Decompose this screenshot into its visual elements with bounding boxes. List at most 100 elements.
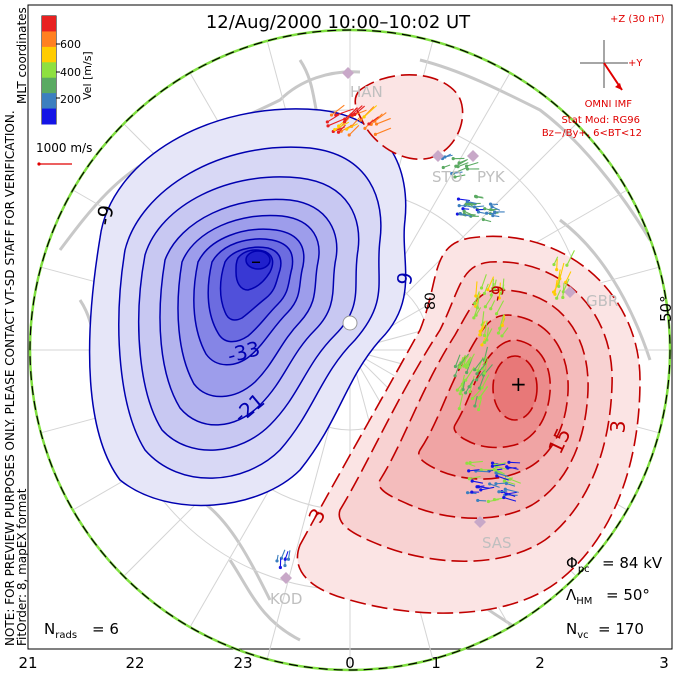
radar-label-gbr: GBR: [586, 292, 618, 310]
mlt-tick-3: 3: [659, 654, 669, 672]
hm-boundary-black: [29, 29, 671, 671]
colorbar-segment: [42, 31, 56, 48]
velocity-vectors: [275, 104, 575, 570]
velocity-vector: [481, 335, 487, 346]
velocity-vector: [351, 117, 360, 127]
velocity-vector: [476, 368, 487, 381]
stats: Φpc = 84 kV ΛHM = 50° Nvc = 170 Nrads = …: [44, 554, 663, 641]
radar-label-sas: SAS: [482, 534, 512, 552]
latitude-label-80: 80: [423, 292, 439, 310]
radar-marker-gbr: [564, 286, 576, 298]
velocity-vector: [454, 354, 461, 367]
velocity-vector: [566, 250, 575, 266]
stat-model: Stat Mod: RG96: [561, 115, 640, 126]
velocity-vector: [504, 480, 516, 485]
velocity-vector: [495, 482, 505, 485]
velocity-vector: [495, 472, 509, 478]
velocity-vector: [376, 117, 391, 125]
n-rads-value: = 6: [92, 620, 119, 638]
colorbar-tick-200: 200: [60, 93, 81, 106]
vector-origin: [458, 211, 462, 216]
velocity-vector: [287, 550, 291, 560]
velocity-vector: [478, 211, 485, 214]
imf-z-label: +Z (30 nT): [610, 14, 665, 25]
velocity-vector: [331, 104, 345, 116]
velocity-vector: [479, 320, 486, 332]
velocity-vector: [481, 311, 485, 325]
velocity-vector: [562, 278, 570, 293]
radar-label-han: HAN: [350, 83, 383, 101]
mlt-axis: 21 22 23 0 1 2 3: [18, 654, 668, 672]
velocity-vector: [483, 320, 488, 336]
n-vc-symbol: Nvc: [566, 620, 589, 641]
velocity-vector: [489, 483, 500, 488]
colorbar-segment: [42, 77, 56, 94]
colorbar-segment: [42, 46, 56, 63]
velocity-colorbar: 200 400 600 Vel [m/s]: [41, 15, 94, 125]
velocity-vector: [468, 378, 475, 388]
colorbar-segment: [42, 93, 56, 110]
velocity-vector: [556, 269, 561, 285]
velocity-vector: [464, 356, 472, 366]
vector-origin: [457, 204, 461, 208]
mlt-tick-2: 2: [535, 654, 545, 672]
velocity-vector: [368, 116, 380, 125]
map-title: 12/Aug/2000 10:00–10:02 UT: [206, 12, 471, 33]
velocity-vector: [476, 363, 487, 375]
velocity-vector: [466, 462, 476, 467]
colorbar-segment: [42, 108, 56, 125]
velocity-vector: [463, 356, 467, 367]
colorbar-segment: [42, 16, 56, 32]
velocity-vector: [484, 328, 493, 343]
preview-note: NOTE: FOR PREVIEW PURPOSES ONLY. PLEASE …: [3, 110, 17, 646]
velocity-vector: [458, 393, 464, 409]
velocity-vector: [556, 289, 561, 299]
velocity-vector: [455, 158, 468, 167]
velocity-vector: [457, 162, 469, 168]
radar-label-pyk: PYK: [477, 168, 506, 186]
velocity-vector: [327, 114, 340, 123]
velocity-vector: [459, 355, 469, 368]
vector-origin: [485, 211, 489, 215]
velocity-vector: [501, 327, 509, 337]
velocity-vector: [565, 271, 572, 283]
velocity-vector: [478, 386, 489, 399]
radar-sites: HAN STO PYK GBR SAS KOD: [270, 67, 618, 608]
imf-dial: +Z (30 nT) +Y OMNI IMF Stat Mod: RG96 Bz…: [542, 14, 665, 139]
velocity-vector: [506, 491, 517, 495]
velocity-vector: [284, 551, 289, 560]
velocity-vector: [553, 281, 560, 293]
velocity-vector: [509, 478, 521, 484]
latitude-label-50: 50°: [657, 295, 675, 322]
vector-origin: [488, 202, 493, 206]
velocity-vector: [474, 357, 484, 371]
velocity-vector: [475, 470, 490, 473]
velocity-vector: [338, 124, 346, 133]
velocity-vector: [327, 118, 345, 127]
velocity-vector: [475, 292, 481, 307]
contour-label-pos-edge: 3: [605, 419, 630, 434]
velocity-vector: [477, 499, 487, 502]
imf-conditions: Bz−/By+, 6<BT<12: [542, 128, 642, 139]
velocity-vector: [460, 213, 472, 218]
velocity-vector: [508, 461, 521, 464]
velocity-vector: [499, 314, 505, 329]
velocity-vector: [334, 121, 350, 131]
velocity-vector: [503, 497, 517, 502]
geographic-pole-marker: [342, 315, 358, 331]
contour-label-pos-small: -9: [487, 284, 508, 303]
contour-label-neg-outer: -9: [91, 203, 118, 227]
velocity-vector: [501, 315, 506, 326]
velocity-vector: [451, 171, 463, 175]
contour-label-neg-edge: 9: [392, 270, 418, 287]
velocity-vector: [467, 201, 477, 205]
velocity-vector: [351, 105, 363, 116]
velocity-vector: [490, 282, 495, 296]
velocity-vector: [476, 196, 484, 199]
velocity-vector: [469, 476, 481, 480]
velocity-vector: [374, 112, 387, 122]
velocity-vector: [479, 325, 485, 336]
colorbar-tick-400: 400: [60, 66, 81, 79]
velocity-vector: [465, 366, 475, 381]
velocity-vector: [280, 549, 286, 559]
